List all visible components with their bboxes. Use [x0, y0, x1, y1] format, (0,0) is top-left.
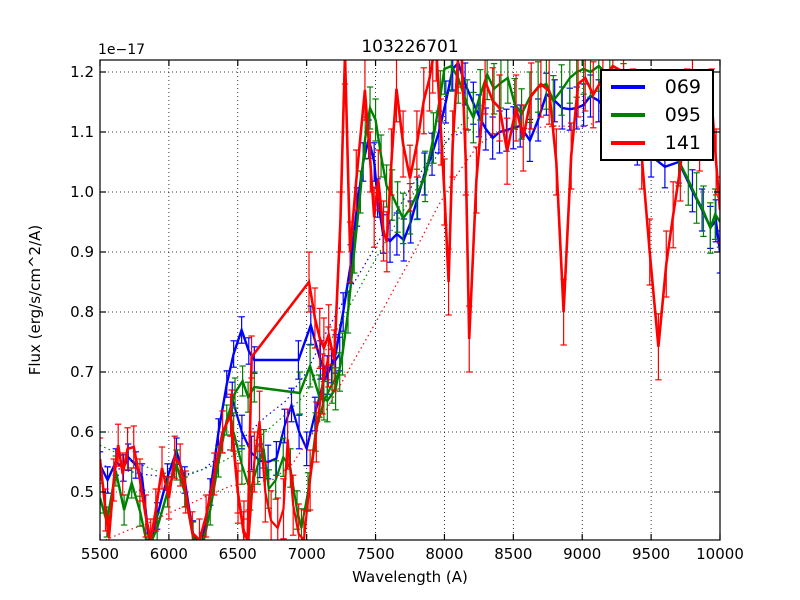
x-tick-label: 7500 — [356, 545, 395, 563]
axis-ticks — [99, 60, 721, 540]
x-tick-label: 7000 — [287, 545, 326, 563]
legend-label: 141 — [664, 132, 701, 154]
legend-line-swatch — [611, 85, 645, 89]
plot-title: 103226701 — [361, 37, 459, 57]
data-layer — [100, 60, 720, 540]
legend-label: 069 — [664, 76, 701, 98]
y-tick-label: 0.5 — [70, 483, 94, 501]
x-tick-label: 8500 — [494, 545, 533, 563]
legend-label: 095 — [664, 104, 701, 126]
legend-entry-141: 141 — [611, 129, 703, 157]
y-tick-label: 0.8 — [70, 303, 94, 321]
x-tick-label: 8000 — [425, 545, 464, 563]
legend-entry-095: 095 — [611, 101, 703, 129]
x-tick-label: 9500 — [632, 545, 671, 563]
y-tick-label: 0.7 — [70, 363, 94, 381]
x-axis-label: Wavelength (A) — [352, 568, 468, 586]
y-tick-label: 0.9 — [70, 243, 94, 261]
y-axis-label: Flux (erg/s/cm^2/A) — [26, 224, 44, 376]
x-tick-label: 9000 — [563, 545, 602, 563]
x-tick-label: 5500 — [80, 545, 120, 563]
y-tick-label: 1.1 — [70, 123, 94, 141]
y-tick-label: 0.6 — [70, 423, 94, 441]
series-095-noise-dotted-line — [100, 101, 487, 476]
legend: 069 095 141 — [600, 69, 714, 161]
legend-line-swatch — [611, 113, 645, 117]
legend-entry-069: 069 — [611, 73, 703, 101]
x-tick-label: 6000 — [149, 545, 188, 563]
axes-spines — [99, 59, 721, 541]
legend-line-swatch — [611, 141, 645, 145]
y-tick-label: 1.0 — [70, 183, 94, 201]
y-axis-offset-text: 1e−17 — [98, 42, 146, 58]
x-tick-label: 6500 — [218, 545, 257, 563]
y-tick-label: 1.2 — [70, 63, 94, 81]
x-tick-label: 10000 — [696, 545, 744, 563]
